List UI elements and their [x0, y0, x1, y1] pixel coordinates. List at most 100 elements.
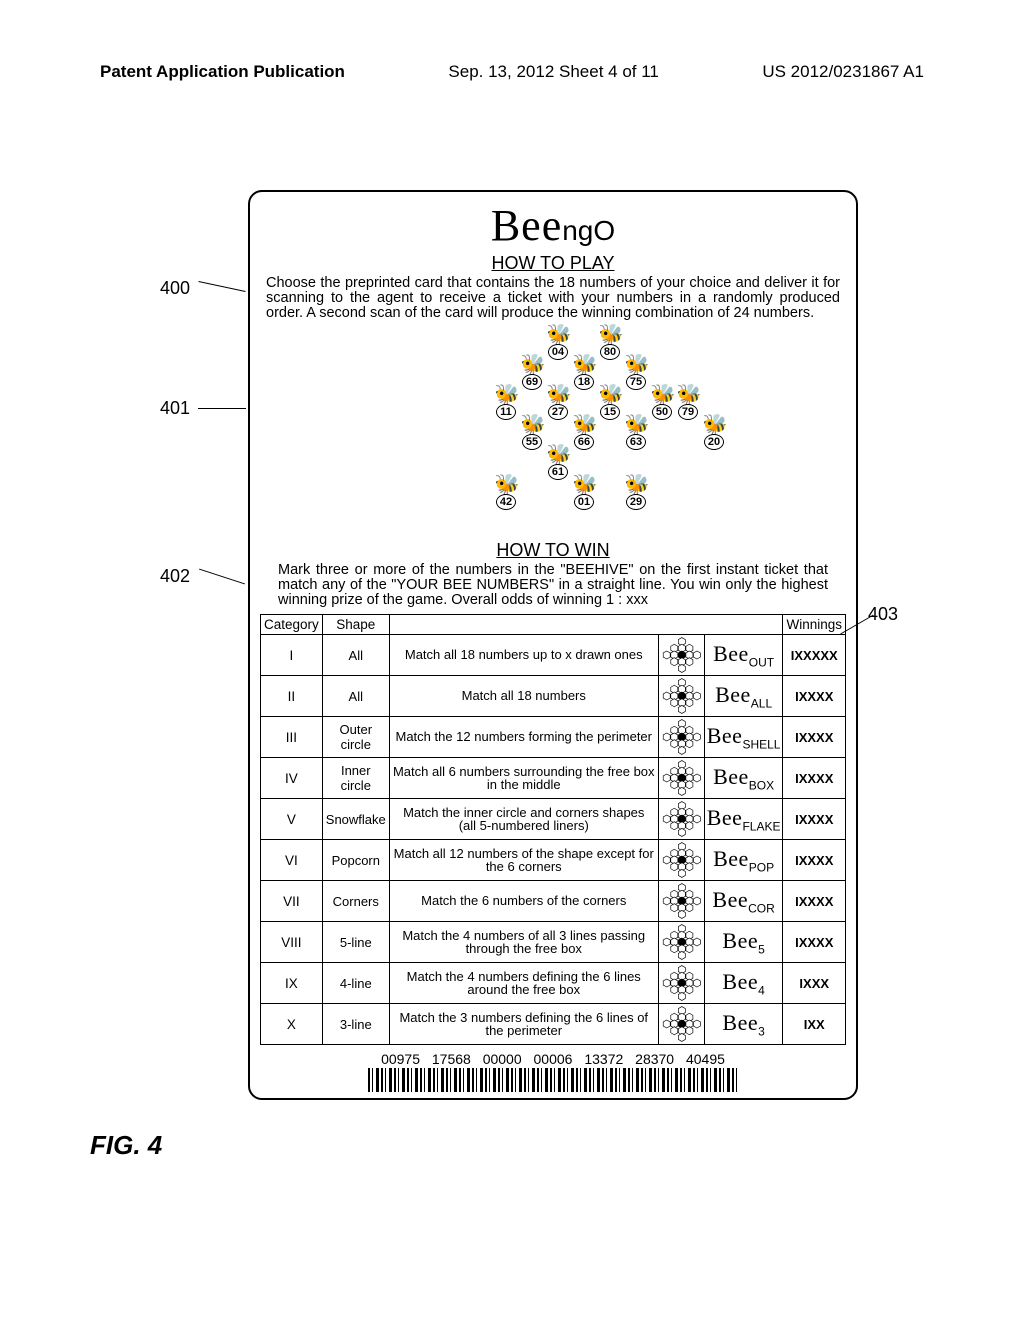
cell-description: Match the 12 numbers forming the perimet…	[389, 717, 658, 758]
th-blank	[389, 615, 783, 635]
bee-number: 🐝61	[543, 448, 573, 480]
cell-shape: Corners	[322, 881, 389, 922]
cell-category: IV	[261, 758, 323, 799]
table-header-row: Category Shape Winnings	[261, 615, 846, 635]
table-row: IX4-lineMatch the 4 numbers defining the…	[261, 963, 846, 1004]
cell-shape: Popcorn	[322, 840, 389, 881]
title-main: Bee	[491, 201, 562, 250]
cell-description: Match the inner circle and corners shape…	[389, 799, 658, 840]
bee-number: 🐝18	[569, 358, 599, 390]
bee-number: 🐝01	[569, 478, 599, 510]
cell-description: Match the 6 numbers of the corners	[389, 881, 658, 922]
cell-bee-name: Bee4	[704, 963, 783, 1004]
cell-pattern-icon	[658, 717, 704, 758]
cell-pattern-icon	[658, 1004, 704, 1045]
cell-pattern-icon	[658, 676, 704, 717]
cell-category: IX	[261, 963, 323, 1004]
cell-description: Match the 3 numbers defining the 6 lines…	[389, 1004, 658, 1045]
cell-description: Match all 6 numbers surrounding the free…	[389, 758, 658, 799]
cell-winnings: IXXXX	[783, 717, 846, 758]
how-to-play-head: HOW TO PLAY	[260, 253, 846, 274]
cell-winnings: IXXXX	[783, 840, 846, 881]
ref-401: 401	[160, 398, 190, 419]
winnings-table: Category Shape Winnings IAllMatch all 18…	[260, 614, 846, 1045]
cell-pattern-icon	[658, 799, 704, 840]
cell-category: V	[261, 799, 323, 840]
cell-winnings: IXXXX	[783, 758, 846, 799]
cell-bee-name: BeeALL	[704, 676, 783, 717]
cell-bee-name: BeeCOR	[704, 881, 783, 922]
bee-number: 🐝20	[699, 418, 729, 450]
cell-category: X	[261, 1004, 323, 1045]
how-to-win-text: Mark three or more of the numbers in the…	[260, 561, 846, 611]
bee-number: 🐝29	[621, 478, 651, 510]
table-row: VIPopcornMatch all 12 numbers of the sha…	[261, 840, 846, 881]
cell-description: Match all 12 numbers of the shape except…	[389, 840, 658, 881]
bee-number: 🐝42	[491, 478, 521, 510]
barcode-numbers: 00975 17568 00000 00006 13372 28370 4049…	[260, 1051, 846, 1067]
barcode-bars	[368, 1068, 738, 1092]
th-winnings: Winnings	[783, 615, 846, 635]
cell-shape: 5-line	[322, 922, 389, 963]
cell-category: VI	[261, 840, 323, 881]
table-row: IIAllMatch all 18 numbersBeeALLIXXXX	[261, 676, 846, 717]
how-to-play-text: Choose the preprinted card that contains…	[260, 274, 846, 324]
bee-number: 🐝66	[569, 418, 599, 450]
ticket-card: BeengO HOW TO PLAY Choose the preprinted…	[248, 190, 858, 1100]
ref-400: 400	[160, 278, 190, 299]
bee-number: 🐝55	[517, 418, 547, 450]
ref-line-400	[198, 281, 245, 292]
cell-winnings: IXXXX	[783, 799, 846, 840]
table-row: VIII5-lineMatch the 4 numbers of all 3 l…	[261, 922, 846, 963]
table-row: IVInner circleMatch all 6 numbers surrou…	[261, 758, 846, 799]
cell-description: Match all 18 numbers	[389, 676, 658, 717]
bee-number: 🐝69	[517, 358, 547, 390]
cell-bee-name: BeeSHELL	[704, 717, 783, 758]
cell-description: Match the 4 numbers of all 3 lines passi…	[389, 922, 658, 963]
cell-pattern-icon	[658, 840, 704, 881]
cell-pattern-icon	[658, 635, 704, 676]
cell-winnings: IXXXX	[783, 676, 846, 717]
cell-shape: All	[322, 635, 389, 676]
th-shape: Shape	[322, 615, 389, 635]
cell-shape: Inner circle	[322, 758, 389, 799]
title-suffix: ngO	[562, 215, 615, 246]
ref-line-401	[198, 408, 246, 409]
cell-pattern-icon	[658, 922, 704, 963]
cell-category: VII	[261, 881, 323, 922]
cell-shape: 3-line	[322, 1004, 389, 1045]
table-row: IIIOuter circleMatch the 12 numbers form…	[261, 717, 846, 758]
cell-bee-name: Bee3	[704, 1004, 783, 1045]
th-category: Category	[261, 615, 323, 635]
pub-number: US 2012/0231867 A1	[762, 62, 924, 82]
cell-description: Match the 4 numbers defining the 6 lines…	[389, 963, 658, 1004]
page-header: Patent Application Publication Sep. 13, …	[0, 0, 1024, 82]
cell-winnings: IXXXX	[783, 881, 846, 922]
bee-number: 🐝27	[543, 388, 573, 420]
cell-shape: All	[322, 676, 389, 717]
bee-number: 🐝15	[595, 388, 625, 420]
bee-number: 🐝75	[621, 358, 651, 390]
date-sheet: Sep. 13, 2012 Sheet 4 of 11	[448, 62, 658, 82]
cell-winnings: IXXXX	[783, 922, 846, 963]
cell-shape: Snowflake	[322, 799, 389, 840]
bee-number: 🐝79	[673, 388, 703, 420]
table-row: IAllMatch all 18 numbers up to x drawn o…	[261, 635, 846, 676]
cell-category: VIII	[261, 922, 323, 963]
cell-winnings: IXXXXX	[783, 635, 846, 676]
bee-number: 🐝11	[491, 388, 521, 420]
cell-pattern-icon	[658, 881, 704, 922]
game-title: BeengO	[260, 200, 846, 251]
cell-shape: Outer circle	[322, 717, 389, 758]
cell-shape: 4-line	[322, 963, 389, 1004]
table-row: X3-lineMatch the 3 numbers defining the …	[261, 1004, 846, 1045]
cell-winnings: IXXX	[783, 963, 846, 1004]
cell-winnings: IXX	[783, 1004, 846, 1045]
cell-pattern-icon	[658, 758, 704, 799]
cell-bee-name: BeeBOX	[704, 758, 783, 799]
table-row: VSnowflakeMatch the inner circle and cor…	[261, 799, 846, 840]
cell-pattern-icon	[658, 963, 704, 1004]
bee-number: 🐝04	[543, 328, 573, 360]
barcode-area: 00975 17568 00000 00006 13372 28370 4049…	[260, 1051, 846, 1092]
how-to-win-head: HOW TO WIN	[260, 540, 846, 561]
